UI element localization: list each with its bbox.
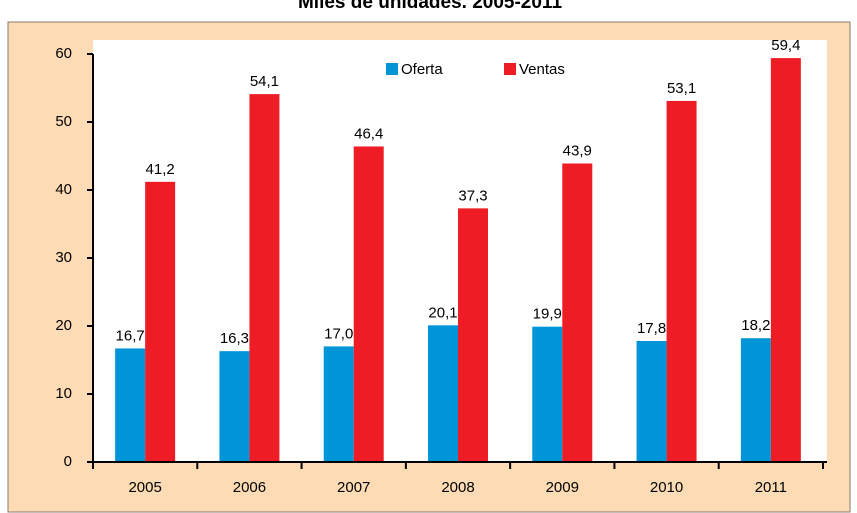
x-tick-label: 2005	[128, 479, 161, 496]
y-tick-label: 20	[55, 317, 72, 334]
legend-label: Oferta	[401, 61, 443, 78]
data-label: 17,0	[324, 325, 353, 342]
data-label: 17,8	[637, 320, 666, 337]
x-tick-label: 2010	[650, 479, 683, 496]
x-tick-label: 2009	[546, 479, 579, 496]
bar	[666, 100, 697, 463]
bar	[219, 351, 250, 462]
bar	[770, 58, 801, 463]
y-tick-label: 40	[55, 181, 72, 198]
bar	[249, 94, 280, 463]
data-label: 54,1	[250, 73, 279, 90]
y-tick-label: 50	[55, 113, 72, 130]
bar	[353, 146, 384, 463]
bar	[562, 163, 593, 463]
bar	[428, 325, 458, 462]
y-tick-label: 60	[55, 45, 72, 62]
x-tick-label: 2007	[337, 479, 370, 496]
data-label: 46,4	[354, 125, 383, 142]
data-label: 18,2	[741, 317, 770, 334]
data-label: 16,7	[116, 327, 145, 344]
bar	[532, 326, 563, 462]
data-label: 41,2	[146, 161, 175, 178]
x-tick-label: 2011	[755, 479, 787, 496]
bar	[145, 181, 176, 462]
bar	[115, 348, 146, 462]
y-tick-label: 30	[55, 249, 72, 266]
legend-swatch	[504, 63, 516, 75]
x-tick-label: 2006	[233, 479, 266, 496]
data-label: 16,3	[220, 330, 249, 347]
bar	[740, 338, 771, 462]
legend-swatch	[386, 63, 398, 75]
bar	[458, 208, 488, 462]
y-tick-label: 10	[55, 385, 72, 402]
data-label: 20,1	[428, 304, 457, 321]
legend-label: Ventas	[519, 61, 565, 78]
bar	[323, 346, 354, 462]
data-label: 53,1	[667, 80, 696, 97]
y-tick-label: 0	[64, 453, 72, 470]
x-tick-label: 2008	[441, 479, 474, 496]
data-label: 43,9	[563, 142, 592, 159]
data-label: 37,3	[458, 187, 487, 204]
chart-title: Miles de unidades. 2005-2011	[298, 0, 562, 13]
data-label: 19,9	[533, 306, 562, 323]
bar	[636, 340, 667, 462]
data-label: 59,4	[771, 37, 800, 54]
